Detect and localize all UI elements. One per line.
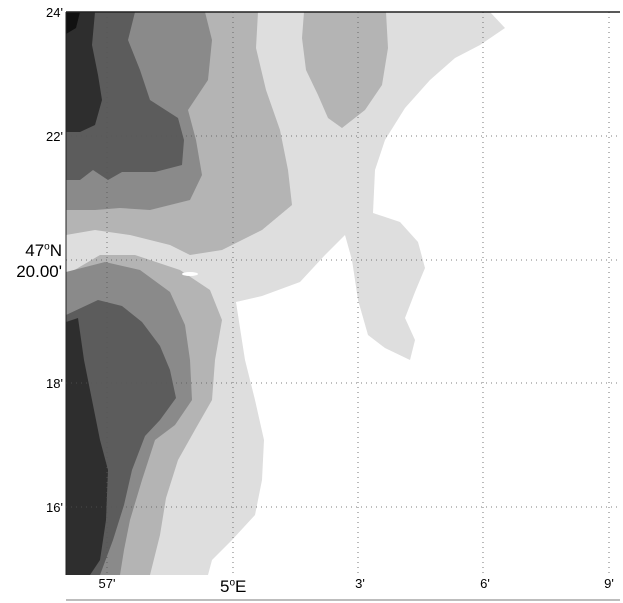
contour-level-4 [66,12,184,180]
lat-tick-24: 24' [46,5,63,20]
lon-center-hemisphere: E [235,577,247,596]
lon-tick-3: 3' [355,576,365,591]
lat-center-degree-symbol: o [44,241,50,253]
lat-tick-18: 18' [46,376,63,391]
contour-level-5 [66,12,102,132]
lon-tick-57: 57' [98,576,116,591]
lon-tick-9: 9' [604,576,614,591]
contour-level-2-island [302,12,388,128]
lat-tick-22: 22' [46,129,63,144]
lat-center-label: 47oN [25,241,62,261]
contour-level-6 [66,12,80,34]
lon-center-label: 5oE [220,577,246,597]
white-spot [182,272,198,276]
lon-tick-6: 6' [480,576,490,591]
lon-center-deg: 5 [220,577,230,596]
lat-center-hemisphere: N [49,241,62,260]
contour-level-5-lower [66,318,108,575]
lat-center-minutes: 20.00' [16,262,62,281]
lat-center-deg: 47 [25,241,45,260]
lon-center-degree-symbol: o [229,577,236,589]
lat-tick-16: 16' [46,500,63,515]
